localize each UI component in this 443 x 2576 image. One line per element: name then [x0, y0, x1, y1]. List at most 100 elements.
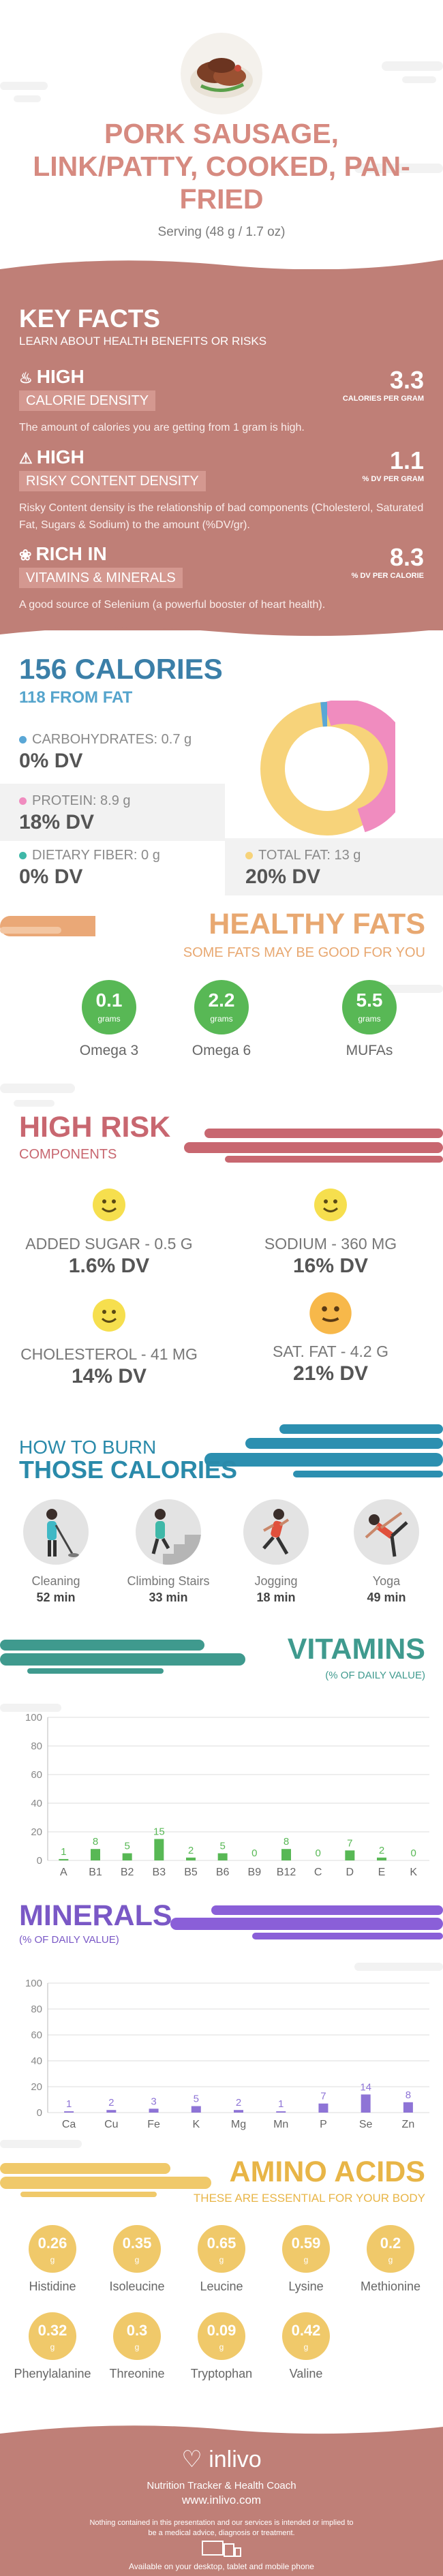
- minerals-bar: [106, 2110, 117, 2113]
- fat-name: Omega 3: [79, 1043, 139, 1058]
- minerals-bar: [361, 2094, 371, 2113]
- amino-name: Lysine: [288, 2280, 324, 2293]
- amino-histidine: 0.26 g Histidine: [8, 2225, 97, 2294]
- macro-carbohydrates: CARBOHYDRATES: 0.7 g 0% DV: [0, 722, 225, 780]
- minerals-value-label: 14: [360, 2081, 371, 2093]
- minerals-value-label: 7: [320, 2091, 326, 2102]
- neutral-face-icon: [309, 1292, 352, 1334]
- footer-available: Available on your desktop, tablet and mo…: [129, 2562, 314, 2571]
- risk-name: ADDED SUGAR - 0.5 g: [25, 1235, 193, 1253]
- vitamins-value-label: 5: [219, 1841, 225, 1852]
- key-facts-section: KEY FACTS LEARN ABOUT HEALTH BENEFITS OR…: [0, 260, 443, 637]
- amino-unit: g: [50, 2255, 55, 2265]
- healthy-fats-banner-decoration: [0, 916, 95, 936]
- macro-dv: 20% DV: [245, 865, 321, 888]
- risk-name: CHOLESTEROL - 41 mg: [20, 1345, 198, 1363]
- amino-unit: g: [388, 2255, 393, 2265]
- vitamins-category-label: B3: [153, 1867, 166, 1878]
- activity-minutes: 33 min: [149, 1591, 188, 1604]
- leaf-icon: ❀: [19, 547, 32, 564]
- vitamins-category-label: C: [314, 1867, 322, 1878]
- macro-dietary-fiber: DIETARY FIBER: 0 g 0% DV: [0, 838, 225, 895]
- minerals-ytick-label: 20: [31, 2081, 42, 2093]
- vitamins-ytick-label: 40: [31, 1798, 42, 1809]
- wave-top-decoration: [0, 260, 443, 281]
- fat-blob-icon: 0.1 grams: [82, 980, 136, 1034]
- amino-name: Leucine: [200, 2280, 243, 2293]
- key-fact-description: Risky Content density is the relationshi…: [19, 502, 424, 531]
- macro-label: CARBOHYDRATES: 0.7 g: [32, 732, 192, 747]
- amino-unit: g: [303, 2255, 309, 2265]
- vitamins-bar: [154, 1839, 164, 1860]
- amino-value: 0.59: [291, 2235, 321, 2252]
- risk-sat-fat: SAT. FAT - 4.2 g 21% DV: [228, 1291, 433, 1385]
- amino-unit: g: [219, 2342, 224, 2352]
- key-fact-description: A good source of Selenium (a powerful bo…: [19, 599, 326, 611]
- macro-protein: PROTEIN: 8.9 g 18% DV: [0, 784, 225, 841]
- fat-name: MUFAs: [346, 1043, 393, 1058]
- vitamins-value-label: 8: [93, 1836, 98, 1847]
- amino-value: 0.35: [122, 2235, 152, 2252]
- vitamins-bar: [122, 1853, 132, 1860]
- macro-dv: 0% DV: [19, 750, 83, 772]
- food-title: PORK SAUSAGE, LINK/PATTY, COOKED, PAN-FR…: [33, 118, 410, 215]
- risk-name: SAT. FAT - 4.2 g: [273, 1343, 388, 1360]
- minerals-bar-chart: 0 20 40 60 80 100 1 Ca 2 Cu 3 Fe 5 K 2 Mg 1 Mn 7 P 14 Se 8 Zn: [25, 1978, 429, 2130]
- vitamins-category-label: B5: [184, 1867, 198, 1878]
- amino-phenylalanine: 0.32 g Phenylalanine: [8, 2312, 97, 2381]
- fat-omega-6: 2.2 grams Omega 6: [170, 980, 273, 1059]
- amino-threonine: 0.3 g Threonine: [93, 2312, 181, 2381]
- fat-unit: grams: [97, 1014, 121, 1024]
- amino-lysine: 0.59 g Lysine: [262, 2225, 350, 2294]
- amino-value: 0.3: [126, 2322, 148, 2339]
- key-fact-description: The amount of calories you are getting f…: [19, 422, 305, 433]
- amino-blob-icon: 0.26 g: [29, 2225, 76, 2273]
- activity-minutes: 49 min: [367, 1591, 406, 1604]
- risk-dv: 14% DV: [71, 1365, 147, 1387]
- macro-label: PROTEIN: 8.9 g: [32, 793, 131, 808]
- smile-face-icon: [314, 1189, 347, 1221]
- vitamins-ytick-label: 100: [25, 1712, 42, 1723]
- minerals-bar: [149, 2109, 159, 2113]
- minerals-bar: [403, 2102, 413, 2113]
- amino-name: Methionine: [360, 2280, 421, 2293]
- fiber-dot-icon: [19, 852, 27, 860]
- minerals-subtitle: (% OF DAILY VALUE): [19, 1934, 119, 1946]
- minerals-ytick-label: 60: [31, 2029, 42, 2041]
- footer-tagline: Nutrition Tracker & Health Coach: [147, 2480, 296, 2491]
- minerals-value-label: 1: [278, 2098, 284, 2110]
- minerals-value-label: 8: [406, 2089, 411, 2101]
- vitamins-value-label: 7: [347, 1837, 352, 1849]
- cleaning-person-icon: [46, 1509, 79, 1557]
- minerals-bar: [191, 2106, 201, 2113]
- minerals-bar: [234, 2110, 243, 2113]
- minerals-category-label: Ca: [62, 2119, 76, 2130]
- minerals-bar: [64, 2111, 74, 2113]
- vitamins-category-label: A: [60, 1867, 67, 1878]
- vitamins-category-label: B2: [121, 1867, 134, 1878]
- burn-title-line-2: THOSE CALORIES: [19, 1456, 238, 1484]
- vitamins-category-label: B1: [89, 1867, 102, 1878]
- vitamins-category-label: B9: [248, 1867, 262, 1878]
- amino-unit: g: [134, 2342, 140, 2352]
- vitamins-subtitle: (% OF DAILY VALUE): [325, 1670, 425, 1681]
- vitamins-bar: [59, 1858, 69, 1860]
- vitamins-value-label: 15: [153, 1826, 165, 1838]
- heart-icon: ♡: [181, 2447, 202, 2472]
- amino-name: Isoleucine: [109, 2280, 165, 2293]
- amino-value: 0.65: [207, 2235, 236, 2252]
- risk-added-sugar: ADDED SUGAR - 0.5 g 1.6% DV: [7, 1188, 211, 1278]
- activity-jogging: Jogging 18 min: [225, 1499, 327, 1605]
- activity-name: Yoga: [372, 1574, 401, 1588]
- risk-cholesterol: CHOLESTEROL - 41 mg 14% DV: [7, 1298, 211, 1388]
- footer-url[interactable]: www.inlivo.com: [181, 2494, 262, 2506]
- smile-face-icon: [93, 1189, 125, 1221]
- key-fact-level: HIGH: [36, 446, 85, 467]
- amino-name: Threonine: [109, 2367, 165, 2380]
- minerals-bar: [276, 2111, 286, 2113]
- minerals-category-label: Mg: [231, 2119, 246, 2130]
- key-fact-name: RISKY CONTENT DENSITY: [19, 471, 206, 491]
- carbohydrates-dot-icon: [19, 736, 27, 744]
- amino-name: Tryptophan: [190, 2367, 253, 2380]
- activity-name: Climbing Stairs: [127, 1574, 210, 1588]
